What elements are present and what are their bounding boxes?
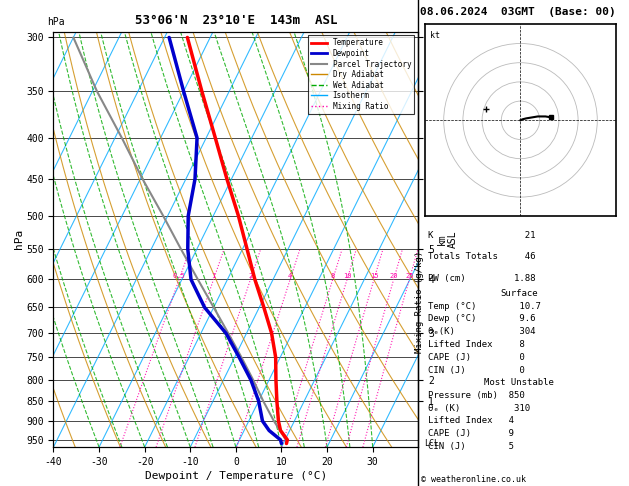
Text: Surface: Surface [501,289,538,298]
Text: CIN (J)          0: CIN (J) 0 [428,365,525,375]
Text: Totals Totals     46: Totals Totals 46 [428,252,536,261]
Text: PW (cm)         1.88: PW (cm) 1.88 [428,274,536,283]
Text: Pressure (mb)  850: Pressure (mb) 850 [428,391,525,400]
Text: 15: 15 [370,274,378,279]
Text: θₑ(K)            304: θₑ(K) 304 [428,327,536,336]
Text: 53°06'N  23°10'E  143m  ASL: 53°06'N 23°10'E 143m ASL [135,14,337,27]
Text: CAPE (J)         0: CAPE (J) 0 [428,353,525,362]
Text: 20: 20 [389,274,398,279]
Text: 2: 2 [248,274,253,279]
Text: Mixing Ratio (g/kg): Mixing Ratio (g/kg) [415,251,424,353]
Text: hPa: hPa [47,17,65,27]
Y-axis label: km
ASL: km ASL [437,230,459,248]
Text: CAPE (J)       9: CAPE (J) 9 [428,429,514,438]
Text: 10: 10 [343,274,352,279]
Text: CIN (J)        5: CIN (J) 5 [428,442,514,451]
Text: Lifted Index   4: Lifted Index 4 [428,417,514,425]
Text: hPa: hPa [14,229,24,249]
Text: 0.5: 0.5 [173,274,186,279]
Legend: Temperature, Dewpoint, Parcel Trajectory, Dry Adiabat, Wet Adiabat, Isotherm, Mi: Temperature, Dewpoint, Parcel Trajectory… [308,35,415,114]
Text: © weatheronline.co.uk: © weatheronline.co.uk [421,474,526,484]
Text: K                 21: K 21 [428,230,536,240]
Text: kt: kt [430,31,440,40]
X-axis label: Dewpoint / Temperature (°C): Dewpoint / Temperature (°C) [145,471,327,481]
Text: 1: 1 [211,274,216,279]
Text: LCL: LCL [424,439,439,448]
Text: θₑ (K)          310: θₑ (K) 310 [428,403,530,413]
Text: 8: 8 [331,274,335,279]
Text: Lifted Index     8: Lifted Index 8 [428,340,525,349]
Text: Dewp (°C)        9.6: Dewp (°C) 9.6 [428,314,536,323]
Text: 4: 4 [288,274,292,279]
Text: 08.06.2024  03GMT  (Base: 00): 08.06.2024 03GMT (Base: 00) [420,7,616,17]
Text: Most Unstable: Most Unstable [484,378,554,387]
Text: 25: 25 [405,274,413,279]
Text: Temp (°C)        10.7: Temp (°C) 10.7 [428,302,541,311]
